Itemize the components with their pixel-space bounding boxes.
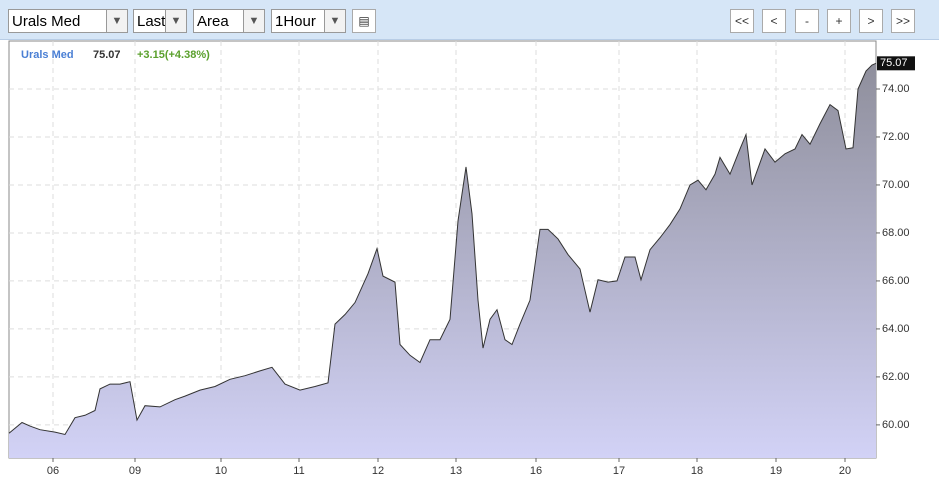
symbol-select[interactable]: Urals Med ▼ <box>8 9 128 33</box>
x-tick-label: 13 <box>450 465 462 477</box>
dropdown-arrow[interactable]: ▼ <box>243 10 264 32</box>
y-tick-label: 60.00 <box>882 419 910 431</box>
x-tick-label: 19 <box>770 465 782 477</box>
y-tick-label: 72.00 <box>882 131 910 143</box>
price-tag <box>877 56 915 71</box>
y-tick-label: 70.00 <box>882 179 910 191</box>
x-tick-label: 06 <box>47 465 59 477</box>
area-line <box>8 62 877 436</box>
y-tick-label: 74.00 <box>882 83 910 95</box>
x-tick-label: 18 <box>691 465 703 477</box>
type-select[interactable]: Area ▼ <box>193 9 265 33</box>
dropdown-arrow[interactable]: ▼ <box>106 10 127 32</box>
nav-button[interactable]: - <box>795 9 819 33</box>
nav-button[interactable]: > <box>859 9 883 33</box>
x-tick-label: 12 <box>372 465 384 477</box>
price-tag-label: 75.07 <box>880 57 908 69</box>
y-tick-label: 66.00 <box>882 275 910 287</box>
x-tick-label: 17 <box>613 465 625 477</box>
nav-button[interactable]: << <box>730 9 754 33</box>
nav-button[interactable]: >> <box>891 9 915 33</box>
x-tick-label: 16 <box>530 465 542 477</box>
y-tick-label: 62.00 <box>882 371 910 383</box>
y-tick-label: 68.00 <box>882 227 910 239</box>
select-text: Area <box>197 13 229 30</box>
select-text: 1Hour <box>275 13 316 30</box>
legend-value: 75.07 <box>93 49 121 61</box>
table-button[interactable]: ▤ <box>352 9 376 33</box>
nav-button[interactable]: < <box>762 9 786 33</box>
dropdown-arrow[interactable]: ▼ <box>324 10 345 32</box>
x-tick-label: 20 <box>839 465 851 477</box>
x-tick-label: 11 <box>293 465 304 477</box>
legend-name: Urals Med <box>21 49 74 61</box>
select-text: Last <box>137 13 166 30</box>
dropdown-arrow[interactable]: ▼ <box>165 10 186 32</box>
select-text: Urals Med <box>12 13 81 30</box>
interval-select[interactable]: 1Hour ▼ <box>271 9 346 33</box>
price-select[interactable]: Last ▼ <box>133 9 187 33</box>
legend-change: +3.15(+4.38%) <box>137 49 210 61</box>
toolbar: Urals Med ▼ Last ▼ Area ▼ 1Hour ▼ ▤ << < - +… <box>0 0 939 40</box>
nav-button[interactable]: + <box>827 9 851 33</box>
y-tick-label: 64.00 <box>882 323 910 335</box>
area-fill <box>9 63 876 459</box>
x-tick-label: 09 <box>129 465 141 477</box>
x-tick-label: 10 <box>215 465 227 477</box>
